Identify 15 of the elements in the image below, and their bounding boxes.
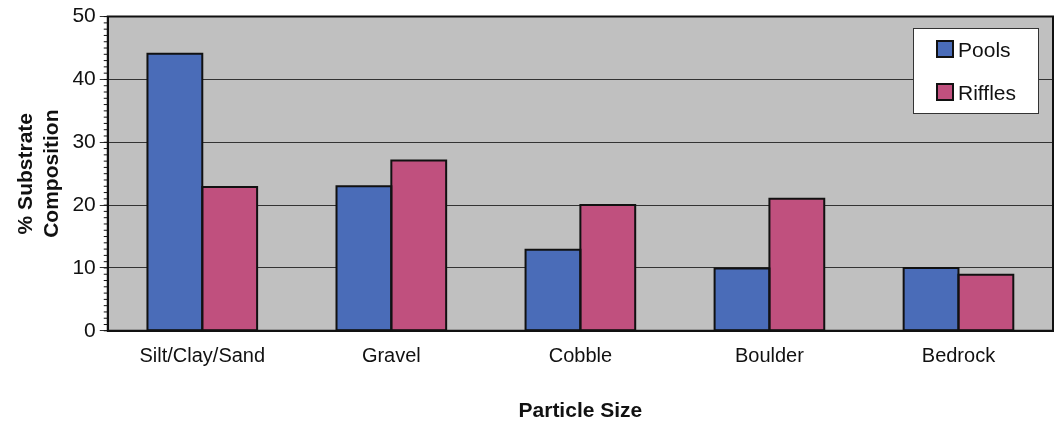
x-tick-label: Gravel [361,344,421,367]
y-axis-title: % Substrate Composition [13,109,62,238]
x-axis-title: Particle Size [518,398,643,422]
y-tick-label: 40 [72,66,96,90]
x-tick-label: Cobble [548,344,613,367]
y-tick-label: 50 [72,3,96,27]
x-tick-label: Silt/Clay/Sand [139,344,266,367]
x-tick-label: Bedrock [921,344,997,367]
y-tick-label: 0 [84,317,96,341]
y-tick-label: 30 [72,129,96,153]
y-tick-label: 10 [72,254,96,278]
y-tick-label: 20 [72,191,96,215]
legend-label: Riffles [958,80,1016,104]
x-tick-label: Boulder [734,344,805,367]
legend-label: Pools [958,37,1011,61]
